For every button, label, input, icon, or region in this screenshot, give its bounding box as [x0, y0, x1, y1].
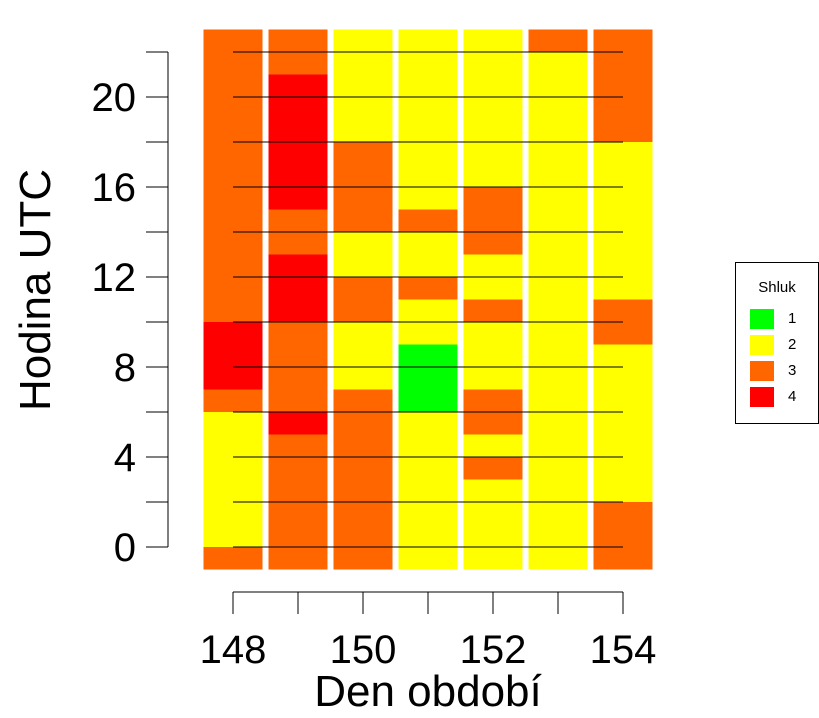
legend-item-2: 2	[750, 335, 812, 357]
x-tick-label: 150	[330, 628, 397, 672]
heatmap-cell	[333, 232, 393, 277]
heatmap-cells	[203, 29, 653, 570]
legend-swatch	[750, 309, 774, 329]
heatmap-cell	[398, 412, 458, 570]
heatmap-cell	[203, 547, 263, 570]
heatmap-cell	[593, 344, 653, 502]
y-tick-label: 16	[92, 166, 137, 210]
heatmap-cell	[593, 502, 653, 570]
heatmap-cell	[593, 142, 653, 300]
heatmap-cell	[398, 344, 458, 412]
legend-swatch	[750, 387, 774, 407]
gridlines	[233, 51, 623, 548]
x-tick-label: 152	[460, 628, 527, 672]
heatmap-cell	[333, 29, 393, 142]
heatmap-cell	[463, 322, 523, 390]
heatmap-cell	[463, 457, 523, 480]
heatmap-cell	[203, 412, 263, 547]
legend-swatch	[750, 361, 774, 381]
heatmap-cell	[398, 277, 458, 300]
heatmap-cell	[398, 29, 458, 210]
legend-label: 1	[788, 310, 797, 327]
y-tick-label: 20	[92, 76, 137, 120]
legend-swatch	[750, 335, 774, 355]
heatmap-cell	[463, 299, 523, 322]
heatmap-cell	[333, 322, 393, 390]
legend: Shluk 1 2 3 4	[735, 262, 819, 424]
legend-label: 3	[788, 362, 797, 379]
heatmap-cell	[203, 389, 263, 412]
heatmap-cell	[463, 187, 523, 255]
heatmap-cell	[268, 412, 328, 435]
heatmap-cell	[333, 389, 393, 570]
legend-label: 4	[788, 388, 797, 405]
heatmap-cell	[203, 322, 263, 390]
y-axis: 0 4 8 12 16 20	[92, 51, 169, 570]
x-tick-label: 154	[590, 628, 657, 672]
y-tick-label: 12	[92, 256, 137, 300]
y-axis-title: Hodina UTC	[11, 169, 60, 411]
heatmap-cell	[268, 254, 328, 322]
heatmap-cell	[463, 434, 523, 457]
legend-label: 2	[788, 336, 797, 353]
y-tick-label: 0	[114, 526, 136, 570]
y-tick-label: 8	[114, 346, 136, 390]
heatmap-cell	[398, 209, 458, 232]
legend-item-1: 1	[750, 309, 812, 331]
heatmap-cell	[528, 29, 588, 52]
heatmap-cell	[463, 479, 523, 570]
legend-item-3: 3	[750, 361, 812, 383]
heatmap-cell	[398, 232, 458, 277]
x-axis-title: Den období	[314, 667, 542, 716]
heatmap-cell	[333, 277, 393, 322]
heatmap-cell	[203, 29, 263, 322]
y-tick-label: 4	[114, 436, 136, 480]
x-axis: 148 150 152 154	[200, 591, 657, 672]
legend-item-4: 4	[750, 387, 812, 409]
heatmap-cell	[463, 29, 523, 187]
x-tick-label: 148	[200, 628, 267, 672]
heatmap-cell	[593, 29, 653, 142]
legend-title: Shluk	[758, 279, 796, 296]
heatmap-cell	[528, 52, 588, 570]
